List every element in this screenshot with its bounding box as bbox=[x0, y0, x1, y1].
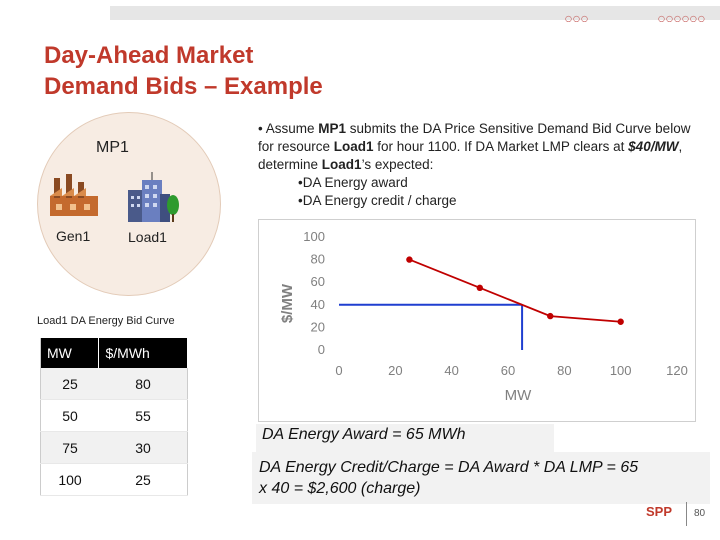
y-tick-label: 60 bbox=[311, 274, 325, 289]
top-decor-bar bbox=[110, 6, 720, 20]
bid-point bbox=[406, 256, 413, 263]
cell-price: 30 bbox=[98, 431, 188, 464]
decor-dots-right: ○○○○○○ bbox=[658, 14, 706, 23]
cell-mw: 100 bbox=[40, 463, 99, 496]
bid-curve-line bbox=[409, 258, 621, 323]
cell-mw: 75 bbox=[40, 431, 99, 464]
cell-mw: 25 bbox=[40, 368, 99, 400]
bid-curve-table: MW $/MWh 25 80 50 55 75 30 100 25 bbox=[40, 338, 188, 496]
x-tick-label: 120 bbox=[666, 363, 688, 378]
y-tick-label: 100 bbox=[303, 229, 325, 244]
sub-bullet-award: •DA Energy award bbox=[298, 175, 408, 190]
y-tick-label: 20 bbox=[311, 319, 325, 334]
intro-text: • Assume MP1 submits the DA Price Sensit… bbox=[258, 120, 708, 210]
intro-part: Assume bbox=[265, 121, 319, 136]
intro-part: submits the DA Price Sensitive Demand Bi… bbox=[258, 121, 691, 154]
bullet: • bbox=[258, 121, 263, 136]
bid-point bbox=[476, 284, 484, 292]
cell-price: 80 bbox=[98, 368, 188, 400]
table-row: 100 25 bbox=[40, 463, 188, 496]
tree-icon bbox=[167, 195, 179, 222]
x-tick-label: 40 bbox=[444, 363, 458, 378]
table-row: 50 55 bbox=[40, 399, 188, 432]
mp1-label: MP1 bbox=[96, 139, 129, 156]
y-axis-label: $/MW bbox=[279, 283, 296, 323]
y-tick-label: 80 bbox=[311, 252, 325, 267]
x-tick-label: 100 bbox=[610, 363, 632, 378]
bid-curve-caption: Load1 DA Energy Bid Curve bbox=[37, 315, 175, 327]
bid-point bbox=[547, 312, 554, 320]
page-number: 80 bbox=[694, 508, 706, 519]
award-result: DA Energy Award = 65 MWh bbox=[256, 424, 554, 452]
intro-part: ’s expected: bbox=[361, 157, 434, 172]
chart-svg: 0 20 40 60 80 100 0 20 40 60 80 100 120 MW $/MW bbox=[279, 229, 688, 404]
cell-mw: 50 bbox=[40, 399, 99, 432]
title-line-1: Day-Ahead Market bbox=[44, 42, 254, 69]
lmp-price: $40/MW bbox=[628, 139, 679, 154]
y-tick-label: 40 bbox=[311, 297, 325, 312]
col-header-price: $/MWh bbox=[98, 338, 188, 368]
table-row: 25 80 bbox=[40, 368, 188, 400]
x-tick-label: 60 bbox=[501, 363, 515, 378]
load-name-2: Load1 bbox=[321, 157, 362, 172]
decor-dots-left: ○○○ bbox=[565, 14, 589, 23]
bid-curve-chart: 0 20 40 60 80 100 0 20 40 60 80 100 120 MW $/MW bbox=[258, 219, 696, 422]
x-tick-label: 0 bbox=[335, 363, 342, 378]
bid-point bbox=[617, 318, 624, 325]
col-header-mw: MW bbox=[40, 338, 100, 368]
gen1-label: Gen1 bbox=[56, 228, 91, 244]
load1-label: Load1 bbox=[128, 229, 167, 245]
title-line-2: Demand Bids – Example bbox=[44, 73, 323, 100]
x-tick-label: 20 bbox=[388, 363, 402, 378]
slide-title: Day-Ahead Market Demand Bids – Example bbox=[44, 40, 323, 102]
table-header-row: MW $/MWh bbox=[40, 338, 188, 368]
footer-divider bbox=[686, 502, 687, 526]
y-tick-label: 0 bbox=[318, 342, 325, 357]
mp-name: MP1 bbox=[318, 121, 347, 136]
intro-part: for hour 1100. If DA Market LMP clears a… bbox=[373, 139, 629, 154]
x-tick-label: 80 bbox=[557, 363, 571, 378]
cell-price: 55 bbox=[98, 399, 188, 432]
credit-result: DA Energy Credit/Charge = DA Award * DA … bbox=[252, 452, 710, 504]
factory-icon bbox=[50, 174, 98, 216]
credit-line-2: x 40 = $2,600 (charge) bbox=[259, 480, 421, 497]
credit-line-1: DA Energy Credit/Charge = DA Award * DA … bbox=[259, 459, 639, 476]
intro-part: , determine bbox=[258, 139, 683, 172]
building-icon bbox=[128, 172, 170, 222]
table-row: 75 30 bbox=[40, 431, 188, 464]
sub-bullet-credit: •DA Energy credit / charge bbox=[298, 193, 457, 208]
load-name: Load1 bbox=[333, 139, 374, 154]
x-axis-label: MW bbox=[505, 387, 532, 404]
cell-price: 25 bbox=[98, 463, 188, 496]
spp-logo: SPP bbox=[646, 504, 673, 519]
